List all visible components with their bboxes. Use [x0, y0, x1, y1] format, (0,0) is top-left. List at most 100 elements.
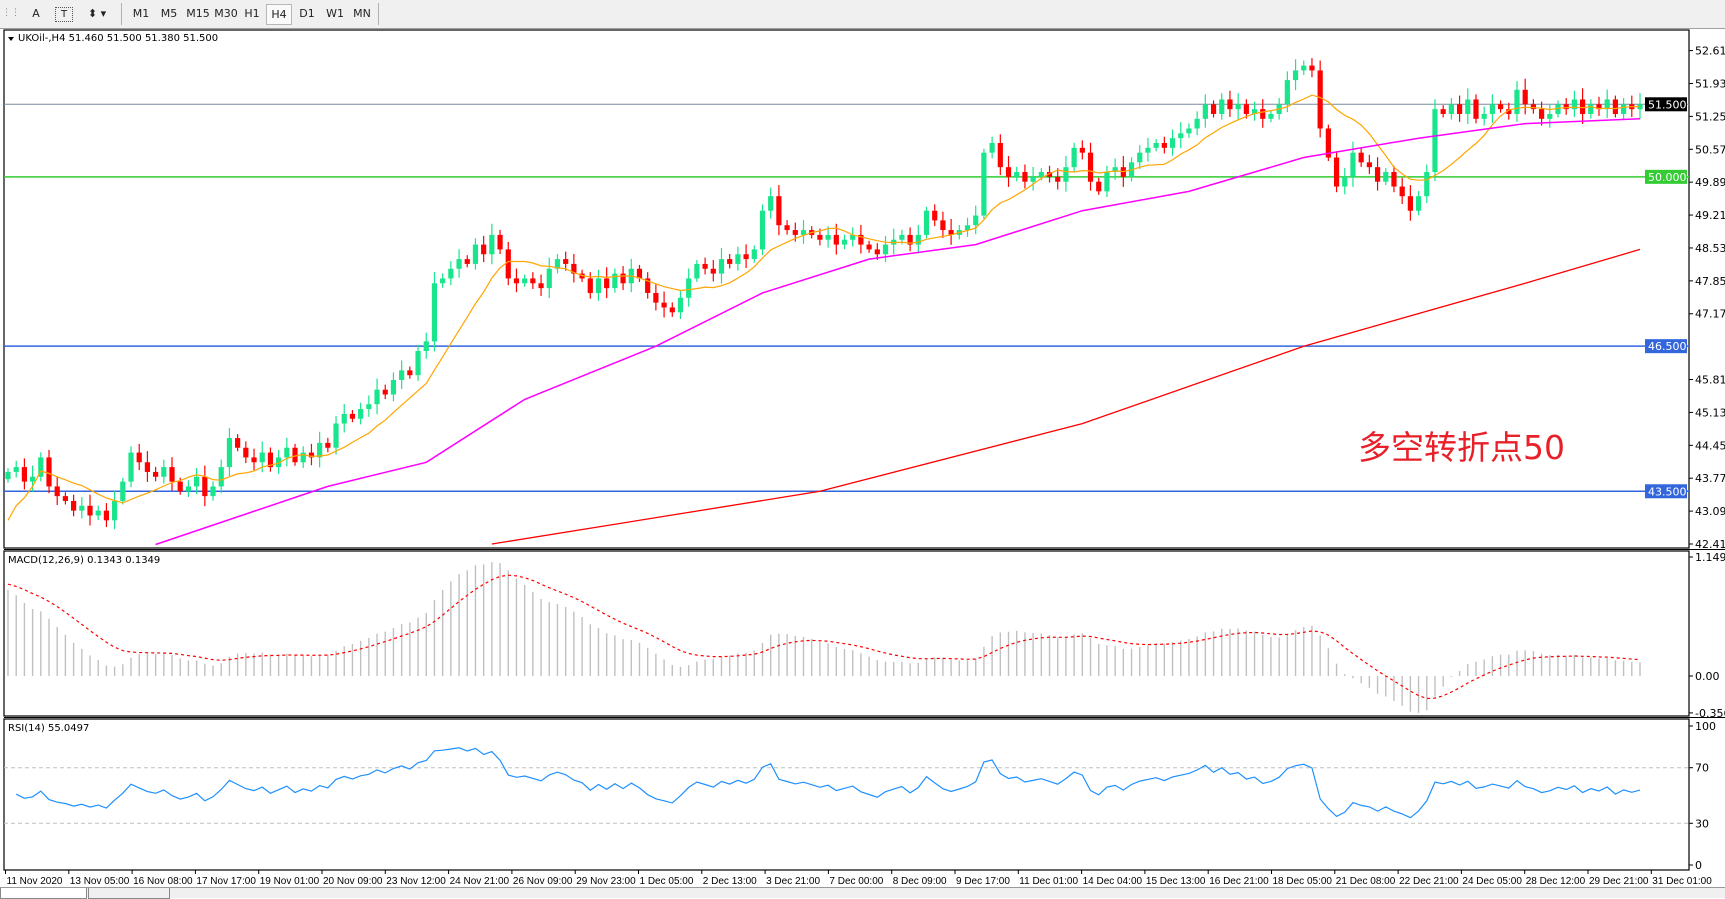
bull-candle[interactable]: [554, 259, 561, 269]
bull-candle[interactable]: [1350, 152, 1356, 177]
bull-candle[interactable]: [185, 486, 192, 492]
bear-candle[interactable]: [1005, 167, 1012, 177]
bull-candle[interactable]: [800, 230, 807, 235]
bear-candle[interactable]: [727, 259, 733, 264]
bear-candle[interactable]: [177, 481, 183, 492]
bear-candle[interactable]: [497, 234, 503, 250]
bear-candle[interactable]: [1407, 196, 1413, 211]
bear-candle[interactable]: [54, 486, 60, 497]
bull-candle[interactable]: [718, 259, 725, 274]
bear-candle[interactable]: [653, 292, 659, 303]
bull-candle[interactable]: [1547, 113, 1553, 119]
bull-candle[interactable]: [300, 452, 306, 463]
bull-candle[interactable]: [456, 259, 462, 269]
rsi-panel[interactable]: [3, 718, 1690, 871]
bear-candle[interactable]: [1227, 99, 1233, 110]
bear-candle[interactable]: [1055, 176, 1061, 182]
bear-candle[interactable]: [1374, 167, 1381, 182]
bear-candle[interactable]: [267, 452, 274, 468]
bull-candle[interactable]: [333, 423, 339, 448]
bear-candle[interactable]: [349, 413, 356, 419]
bear-candle[interactable]: [1497, 104, 1504, 110]
bull-candle[interactable]: [522, 278, 528, 284]
bear-candle[interactable]: [1210, 104, 1217, 114]
bull-candle[interactable]: [1415, 196, 1422, 211]
bull-candle[interactable]: [1030, 176, 1036, 182]
bear-candle[interactable]: [407, 370, 413, 376]
bear-candle[interactable]: [604, 278, 610, 289]
bull-candle[interactable]: [981, 152, 987, 216]
bull-candle[interactable]: [1342, 176, 1348, 187]
bear-candle[interactable]: [620, 273, 626, 284]
bear-candle[interactable]: [464, 259, 470, 264]
bull-candle[interactable]: [161, 467, 167, 477]
bull-candle[interactable]: [973, 215, 979, 226]
bull-candle[interactable]: [30, 476, 36, 482]
bear-candle[interactable]: [1506, 109, 1512, 114]
bull-candle[interactable]: [1219, 99, 1225, 114]
bull-candle[interactable]: [5, 471, 11, 480]
timeframe-h1[interactable]: H1: [244, 7, 260, 20]
bear-candle[interactable]: [1317, 70, 1323, 129]
bull-candle[interactable]: [686, 278, 692, 298]
bear-candle[interactable]: [1440, 109, 1446, 114]
chart-tab[interactable]: [88, 888, 170, 899]
timeframe-w1[interactable]: W1: [326, 7, 344, 20]
arrows-icon[interactable]: ⬍ ▾: [87, 7, 107, 20]
bull-candle[interactable]: [1112, 167, 1118, 173]
bear-candle[interactable]: [1022, 172, 1028, 182]
bull-candle[interactable]: [1489, 104, 1495, 114]
bear-candle[interactable]: [866, 244, 872, 250]
bull-candle[interactable]: [1588, 104, 1594, 114]
bear-candle[interactable]: [1563, 104, 1569, 110]
bull-candle[interactable]: [546, 268, 552, 289]
bear-candle[interactable]: [169, 467, 175, 482]
bull-candle[interactable]: [1153, 142, 1159, 148]
bull-candle[interactable]: [1383, 172, 1389, 182]
timeframe-mn[interactable]: MN: [353, 7, 371, 20]
bear-candle[interactable]: [710, 268, 716, 274]
bull-candle[interactable]: [1284, 80, 1290, 105]
bull-candle[interactable]: [341, 413, 347, 424]
bear-candle[interactable]: [292, 447, 298, 463]
bull-candle[interactable]: [1448, 104, 1454, 114]
bull-candle[interactable]: [38, 457, 44, 477]
bull-candle[interactable]: [1571, 99, 1577, 110]
bear-candle[interactable]: [71, 500, 77, 511]
bull-candle[interactable]: [1432, 109, 1438, 173]
bear-candle[interactable]: [202, 476, 208, 497]
macd-panel[interactable]: [3, 550, 1690, 717]
main-price-panel[interactable]: [3, 29, 1690, 549]
bull-candle[interactable]: [964, 225, 971, 231]
bear-candle[interactable]: [563, 259, 569, 264]
bear-candle[interactable]: [669, 307, 675, 313]
bear-candle[interactable]: [1596, 104, 1602, 110]
bull-candle[interactable]: [120, 481, 126, 501]
bull-candle[interactable]: [899, 234, 905, 240]
bear-candle[interactable]: [103, 510, 110, 521]
bull-candle[interactable]: [768, 196, 774, 211]
bear-candle[interactable]: [513, 278, 520, 284]
bull-candle[interactable]: [1481, 113, 1487, 119]
bull-candle[interactable]: [358, 409, 364, 419]
bear-candle[interactable]: [1366, 162, 1372, 168]
bear-candle[interactable]: [792, 230, 798, 235]
chart-window[interactable]: 52.610 51.930 51.250 50.570 49.890 49.210 48.5…: [0, 29, 1725, 887]
bear-candle[interactable]: [1309, 65, 1315, 71]
bull-candle[interactable]: [751, 249, 757, 260]
bull-candle[interactable]: [13, 467, 19, 472]
chart-tab[interactable]: [0, 888, 87, 899]
timeframe-h4[interactable]: H4: [266, 4, 292, 25]
bull-candle[interactable]: [612, 273, 618, 289]
bull-candle[interactable]: [1104, 172, 1110, 192]
bull-candle[interactable]: [1178, 133, 1184, 139]
bull-candle[interactable]: [423, 341, 429, 351]
bull-candle[interactable]: [472, 244, 479, 264]
bear-candle[interactable]: [1538, 109, 1545, 119]
bull-candle[interactable]: [1063, 167, 1069, 182]
bear-candle[interactable]: [874, 249, 880, 255]
bull-candle[interactable]: [989, 142, 995, 153]
bear-candle[interactable]: [144, 462, 151, 472]
collapse-triangle-icon[interactable]: [8, 37, 14, 41]
bear-candle[interactable]: [932, 210, 938, 221]
